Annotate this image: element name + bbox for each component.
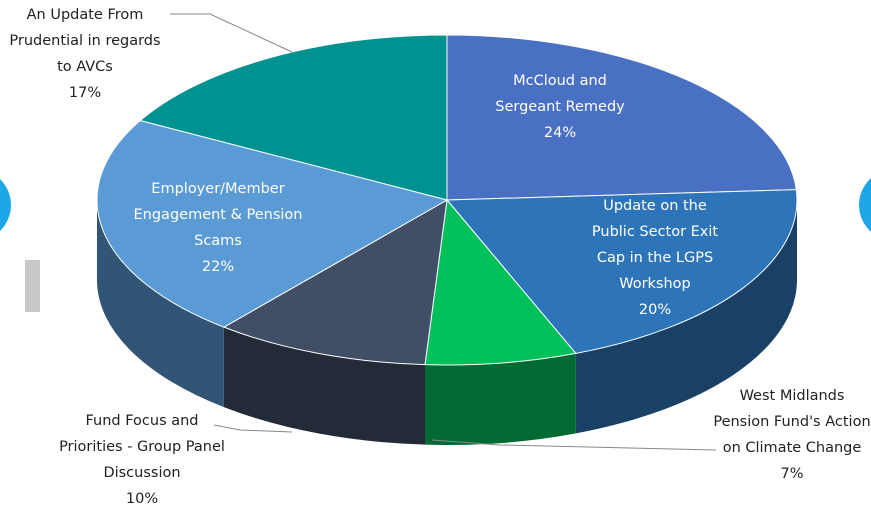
slice-side [97, 200, 224, 408]
slice-side [575, 200, 797, 434]
slice-value: 24% [543, 125, 577, 141]
slice [96, 119, 449, 328]
data-label: Employer/Member Engagement & Pension Sca… [131, 176, 306, 280]
slice-value: 7% [780, 466, 804, 482]
walls [97, 200, 797, 445]
slice-name: An Update From Prudential in regards to … [9, 7, 161, 75]
slice [445, 189, 798, 354]
slice-value: 17% [68, 85, 102, 101]
data-label: McCloud and Sergeant Remedy 24% [485, 68, 635, 146]
slice [424, 198, 577, 366]
data-label: Update on the Public Sector Exit Cap in … [585, 193, 725, 323]
data-label: Fund Focus and Priorities - Group Panel … [55, 408, 230, 505]
decor-circle [859, 178, 871, 232]
slice-side [425, 353, 576, 445]
leader-line [431, 439, 717, 451]
data-label: An Update From Prudential in regards to … [5, 2, 165, 106]
slice-value: 22% [201, 259, 235, 275]
slice [222, 199, 448, 366]
data-label: West Midlands Pension Fund's Action on C… [712, 383, 871, 487]
slice-name: McCloud and Sergeant Remedy [495, 73, 625, 115]
slice-value: 10% [125, 491, 159, 505]
slice-value: 20% [638, 302, 672, 318]
slice [446, 34, 797, 201]
decor-bar [25, 260, 40, 312]
leader-line [170, 13, 293, 53]
slice [139, 34, 448, 201]
slice-side [223, 327, 426, 445]
slice-name: West Midlands Pension Fund's Action on C… [713, 388, 871, 456]
slice-name: Fund Focus and Priorities - Group Panel … [59, 413, 225, 481]
tops [96, 34, 798, 366]
slice-name: Employer/Member Engagement & Pension Sca… [133, 181, 303, 249]
leader-line [213, 424, 293, 433]
decor-circle [0, 179, 11, 231]
slice-name: Update on the Public Sector Exit Cap in … [591, 198, 719, 292]
